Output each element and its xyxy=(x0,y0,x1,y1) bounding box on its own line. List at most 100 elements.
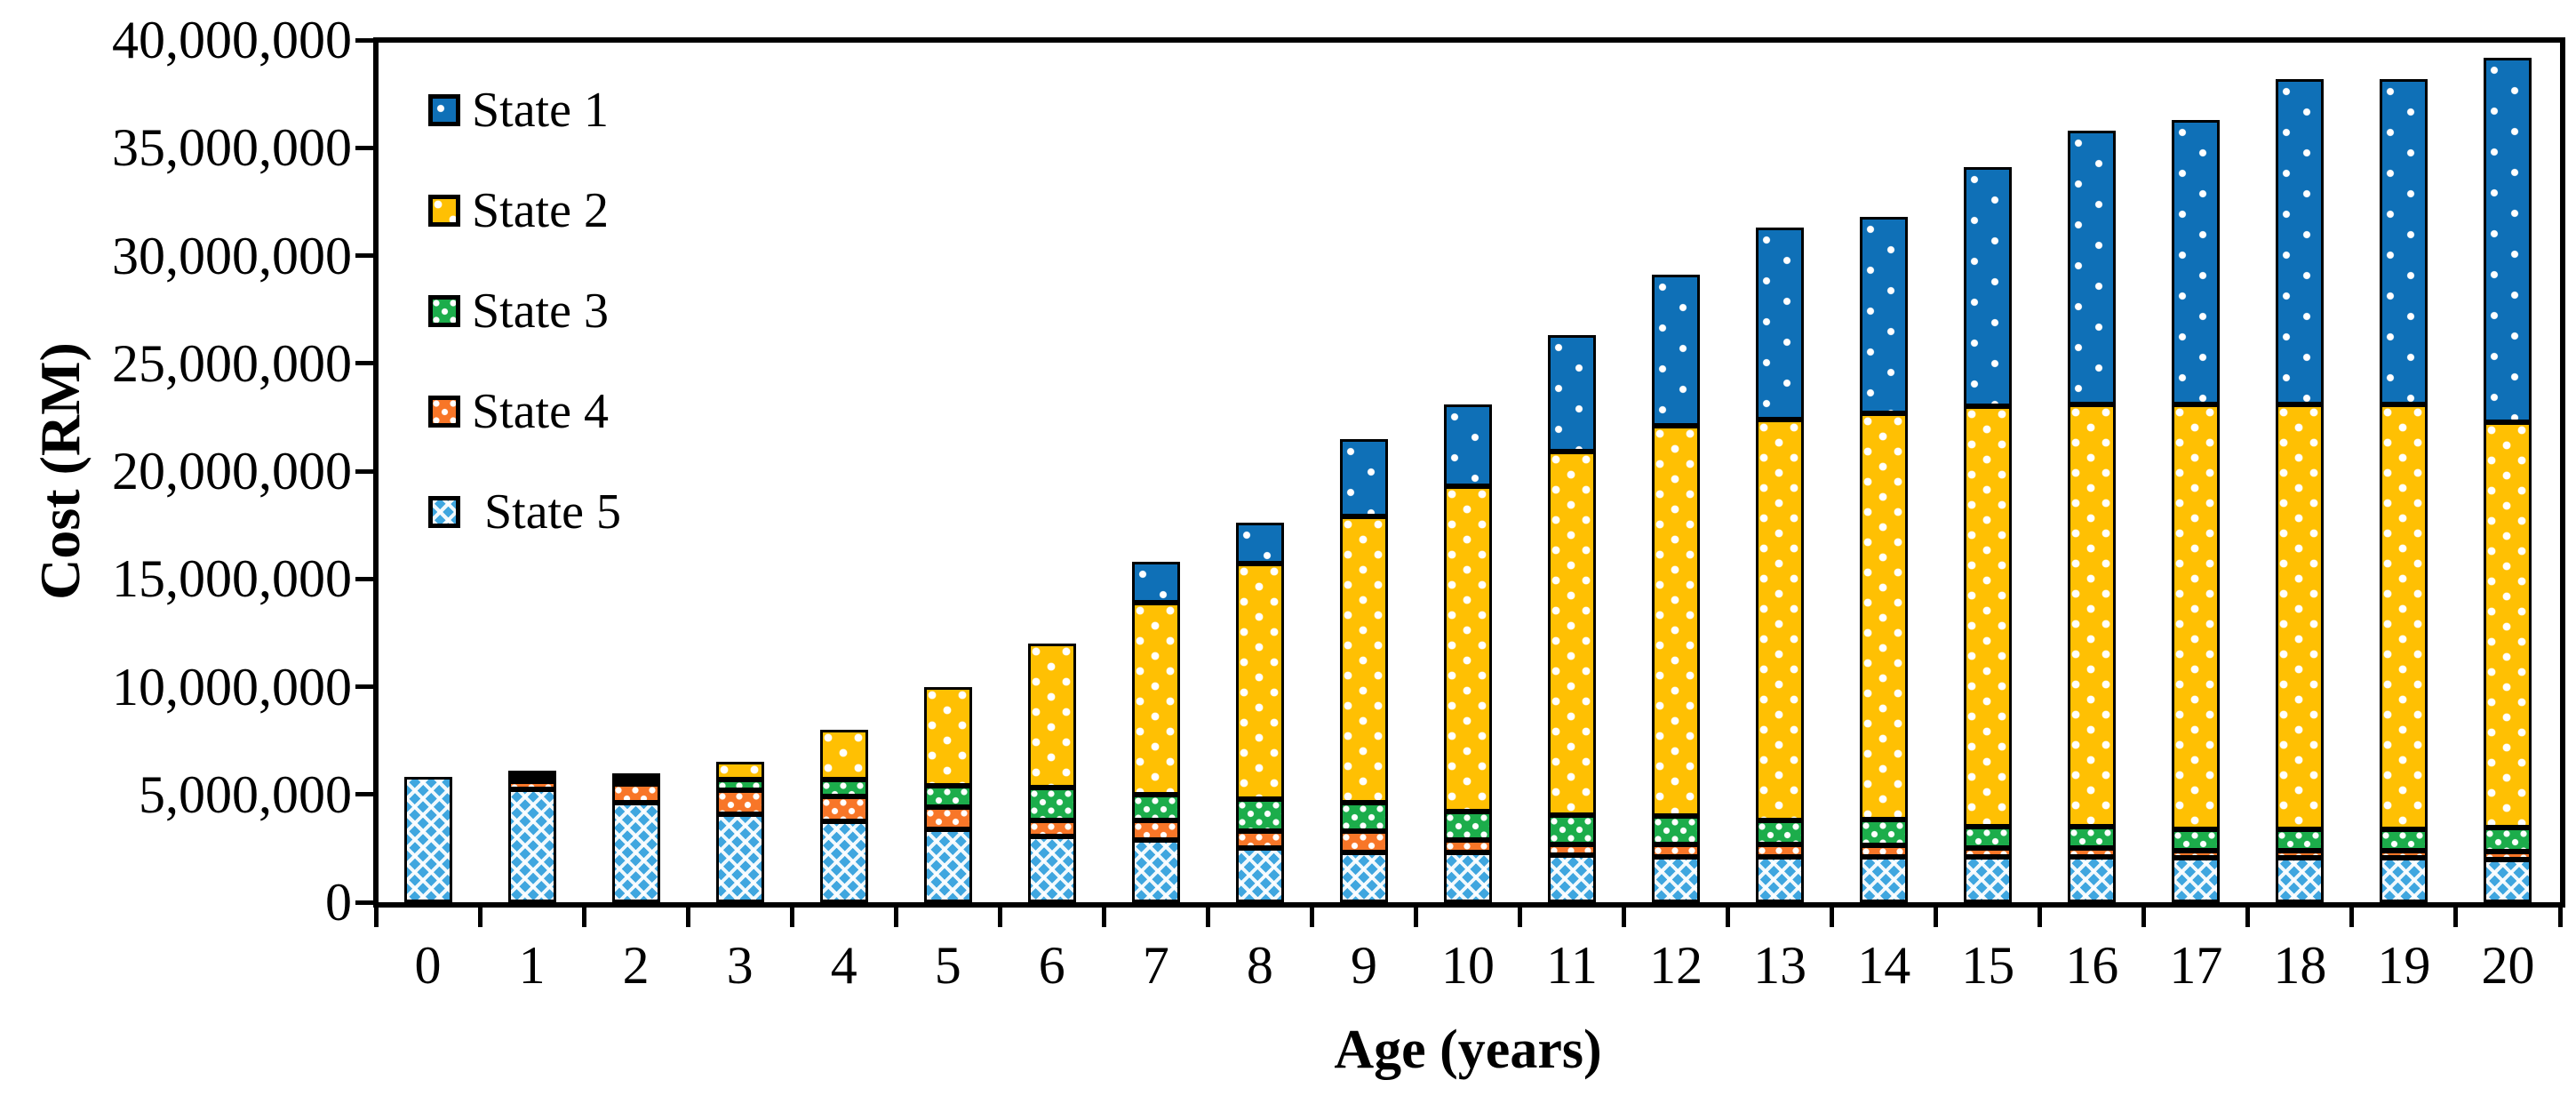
bar-age-4 xyxy=(819,730,868,902)
segment-state-3-age-4 xyxy=(819,779,868,797)
segment-state-3-age-8 xyxy=(1235,798,1284,831)
segment-state-1-age-19 xyxy=(2380,78,2428,404)
segment-state-2-age-15 xyxy=(1964,406,2013,828)
x-tick-mark xyxy=(581,908,586,927)
segment-state-2-age-7 xyxy=(1131,602,1180,795)
bar-age-16 xyxy=(2068,130,2117,902)
x-tick-mark xyxy=(1413,908,1418,927)
segment-state-3-age-6 xyxy=(1027,788,1076,820)
segment-state-5-age-3 xyxy=(715,813,764,902)
x-tick-label: 20 xyxy=(2481,936,2535,995)
segment-state-3-age-7 xyxy=(1131,794,1180,820)
legend-swatch-icon xyxy=(428,195,460,227)
segment-state-4-age-8 xyxy=(1235,830,1284,849)
x-tick-mark xyxy=(1726,908,1731,927)
bar-age-15 xyxy=(1964,167,2013,902)
x-tick-mark xyxy=(2141,908,2147,927)
segment-state-4-age-7 xyxy=(1131,820,1180,840)
y-tick-label: 0 xyxy=(325,873,352,932)
x-tick-mark xyxy=(1309,908,1314,927)
segment-state-3-age-15 xyxy=(1964,827,2013,849)
legend-label: State 3 xyxy=(472,284,609,339)
segment-state-4-age-20 xyxy=(2484,851,2532,860)
segment-state-3-age-14 xyxy=(1860,819,1909,845)
segment-state-5-age-9 xyxy=(1339,852,1388,902)
segment-state-1-age-12 xyxy=(1652,275,1701,427)
legend-item-state-3: State 3 xyxy=(428,286,609,336)
segment-state-5-age-0 xyxy=(403,777,452,902)
segment-state-5-age-15 xyxy=(1964,857,2013,902)
segment-state-2-age-3 xyxy=(715,762,764,780)
y-axis-line xyxy=(373,37,379,908)
y-tick-label: 25,000,000 xyxy=(112,333,352,393)
segment-state-2-age-6 xyxy=(1027,644,1076,788)
bar-age-6 xyxy=(1027,644,1076,902)
bar-age-8 xyxy=(1235,523,1284,902)
legend-swatch-icon xyxy=(428,496,460,528)
y-tick-label: 30,000,000 xyxy=(112,226,352,285)
segment-state-4-age-5 xyxy=(923,807,972,829)
segment-state-5-age-12 xyxy=(1652,857,1701,902)
segment-state-3-age-16 xyxy=(2068,827,2117,849)
segment-state-3-age-9 xyxy=(1339,803,1388,831)
x-tick-label: 15 xyxy=(1961,936,2015,995)
segment-state-5-age-11 xyxy=(1548,854,1597,902)
x-tick-label: 6 xyxy=(1038,936,1065,995)
segment-state-5-age-19 xyxy=(2380,858,2428,902)
x-tick-mark xyxy=(2453,908,2459,927)
y-axis-title: Cost (RM) xyxy=(28,342,92,600)
legend-label: State 2 xyxy=(472,183,609,238)
y-tick-mark xyxy=(355,792,373,797)
segment-state-2-age-10 xyxy=(1444,486,1492,812)
x-axis-title: Age (years) xyxy=(1334,1020,1602,1080)
segment-state-1-age-10 xyxy=(1444,404,1492,486)
y-tick-mark xyxy=(355,900,373,905)
segment-state-1-age-8 xyxy=(1235,523,1284,564)
segment-state-4-age-3 xyxy=(715,789,764,814)
segment-state-1-age-7 xyxy=(1131,561,1180,603)
segment-state-5-age-1 xyxy=(507,788,556,902)
segment-state-1-age-11 xyxy=(1548,335,1597,452)
x-tick-mark xyxy=(373,908,379,927)
x-tick-mark xyxy=(685,908,690,927)
bar-age-13 xyxy=(1756,228,1805,902)
segment-state-5-age-14 xyxy=(1860,857,1909,902)
x-tick-mark xyxy=(789,908,794,927)
bar-age-7 xyxy=(1131,561,1180,902)
segment-state-1-age-15 xyxy=(1964,167,2013,407)
segment-state-1-age-16 xyxy=(2068,130,2117,404)
segment-state-5-age-7 xyxy=(1131,839,1180,902)
y-tick-label: 20,000,000 xyxy=(112,442,352,500)
segment-state-3-age-20 xyxy=(2484,827,2532,852)
x-tick-mark xyxy=(1518,908,1523,927)
segment-state-2-age-2 xyxy=(611,772,660,779)
x-tick-mark xyxy=(2245,908,2251,927)
x-tick-label: 1 xyxy=(518,936,546,995)
segment-state-5-age-17 xyxy=(2172,858,2221,902)
segment-state-4-age-19 xyxy=(2380,850,2428,859)
segment-state-4-age-10 xyxy=(1444,839,1492,853)
segment-state-2-age-4 xyxy=(819,730,868,780)
x-tick-mark xyxy=(893,908,898,927)
segment-state-5-age-6 xyxy=(1027,836,1076,902)
segment-state-5-age-2 xyxy=(611,803,660,902)
bar-age-10 xyxy=(1444,404,1492,902)
segment-state-4-age-12 xyxy=(1652,844,1701,858)
segment-state-2-age-17 xyxy=(2172,404,2221,829)
segment-state-2-age-9 xyxy=(1339,516,1388,804)
legend-swatch-icon xyxy=(428,295,460,327)
y-tick-mark xyxy=(355,468,373,474)
segment-state-5-age-8 xyxy=(1235,848,1284,902)
x-tick-label: 7 xyxy=(1142,936,1169,995)
segment-state-2-age-5 xyxy=(923,686,972,787)
y-tick-label: 10,000,000 xyxy=(112,657,352,716)
bar-age-3 xyxy=(715,762,764,902)
y-tick-mark xyxy=(355,145,373,150)
bar-age-14 xyxy=(1860,216,1909,902)
x-tick-mark xyxy=(1101,908,1106,927)
x-tick-label: 18 xyxy=(2273,936,2327,995)
y-tick-label: 5,000,000 xyxy=(139,764,352,824)
x-axis-line xyxy=(373,902,2565,908)
segment-state-1-age-17 xyxy=(2172,119,2221,404)
